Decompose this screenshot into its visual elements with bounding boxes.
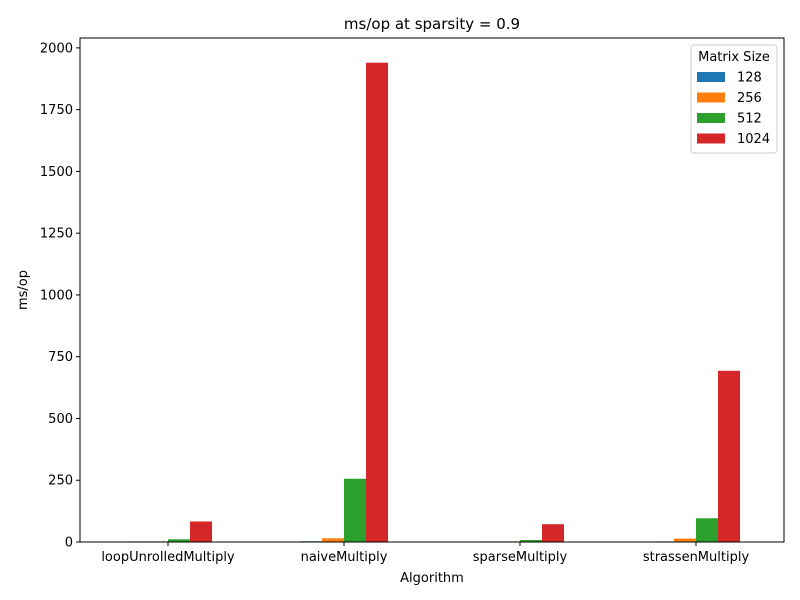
bar-sparseMultiply-512 (520, 540, 542, 542)
bar-sparseMultiply-1024 (542, 524, 564, 542)
x-axis: loopUnrolledMultiply naiveMultiply sparseM… (101, 542, 749, 565)
bar-strassenMultiply-256 (674, 538, 696, 542)
legend-swatch-1024 (697, 133, 725, 144)
y-tick-label: 1000 (40, 288, 73, 303)
y-tick-label: 1250 (40, 227, 73, 242)
y-tick-label: 1500 (40, 165, 73, 180)
bar-strassenMultiply-1024 (718, 370, 740, 542)
plot-frame (79, 37, 785, 543)
y-tick-label: 2000 (40, 41, 73, 56)
legend-title: Matrix Size (698, 50, 770, 65)
x-tick-label: sparseMultiply (473, 550, 568, 565)
y-tick-label: 500 (48, 412, 73, 427)
bars-layer (124, 62, 740, 543)
y-tick-label: 250 (48, 474, 73, 489)
legend-label-256: 256 (737, 91, 762, 106)
bar-naiveMultiply-256 (322, 538, 344, 542)
legend-label-1024: 1024 (737, 132, 770, 147)
bar-loopUnrolledMultiply-512 (168, 539, 190, 542)
bar-naiveMultiply-512 (344, 478, 366, 542)
y-axis: 0 250 500 750 1000 1250 1500 1750 2000 (40, 41, 80, 551)
x-tick-label: strassenMultiply (643, 550, 750, 565)
legend: Matrix Size 128 256 512 1024 (690, 44, 778, 154)
chart-title: ms/op at sparsity = 0.9 (344, 15, 520, 33)
legend-swatch-128 (697, 72, 725, 82)
x-tick-label: loopUnrolledMultiply (101, 550, 235, 565)
bar-loopUnrolledMultiply-1024 (190, 521, 212, 542)
x-tick-label: naiveMultiply (301, 550, 388, 565)
y-axis-title: ms/op (16, 270, 31, 310)
legend-swatch-512 (697, 113, 725, 123)
legend-items: 128 256 512 1024 (697, 71, 770, 147)
legend-label-128: 128 (737, 71, 762, 86)
y-tick-label: 1750 (40, 103, 73, 118)
x-axis-title: Algorithm (400, 571, 464, 586)
y-tick-label: 0 (65, 536, 73, 551)
bar-naiveMultiply-1024 (366, 62, 388, 543)
y-tick-label: 750 (48, 350, 73, 365)
legend-swatch-256 (697, 92, 725, 103)
bar-strassenMultiply-512 (696, 518, 718, 542)
legend-label-512: 512 (737, 112, 762, 127)
